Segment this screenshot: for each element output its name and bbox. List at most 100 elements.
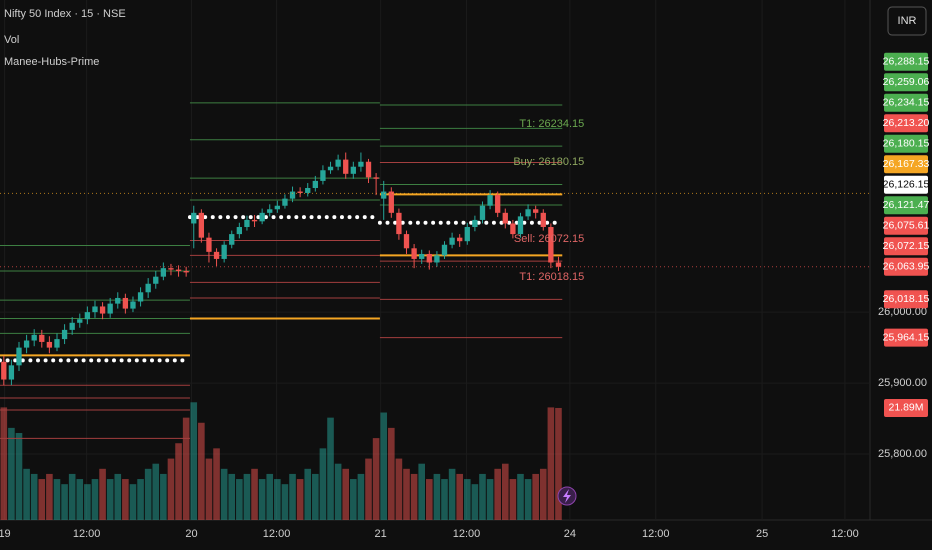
price-tag-label: 26,121.47 [883,199,930,211]
candle-body [403,234,410,249]
candle-body [540,212,546,228]
volume-bar [258,479,266,520]
price-tag-label: 26,234.15 [883,97,930,109]
volume-bar [213,448,220,520]
candle-body [411,248,417,259]
volume-bar [524,479,532,520]
candle-body [153,276,159,284]
x-tick-label: 12:00 [453,528,481,540]
price-tag-label: 26,072.15 [883,240,930,252]
candle-body [419,253,425,259]
candle-body [327,166,334,171]
currency-label[interactable]: INR [898,15,917,27]
price-tag [884,175,928,194]
candle-body [244,219,250,228]
volume-bar [403,468,410,520]
candle-body [92,306,98,313]
volume-bar [53,479,61,520]
volume-bar [144,468,152,520]
y-tick-label: 25,800.00 [878,448,927,460]
volume-bar [304,468,312,520]
candle-body [495,195,501,213]
volume-bar [205,458,213,520]
candle-body [533,209,539,213]
candle-body [381,191,387,199]
candle-body [54,339,60,348]
currency-button[interactable] [887,6,927,36]
price-tag [884,155,928,174]
candle-body [160,268,167,277]
x-tick-label: 20 [185,528,197,540]
volume-bar [84,484,91,520]
volume-bar [175,443,182,520]
volume-pane [0,402,562,520]
price-tag [884,73,928,92]
volume-bar [456,473,463,520]
volume-bar [182,417,190,520]
volume-bar [410,473,418,520]
volume-bar [372,438,380,520]
candle-body [168,268,174,270]
volume-bar [479,473,486,520]
price-tag [884,216,928,235]
volume-bar [388,427,395,520]
candle-body [464,227,470,242]
price-tag [884,398,928,417]
price-tag-label: 26,288.15 [883,56,930,68]
candle-body [487,195,493,206]
candle-body [388,191,394,213]
volume-bar [190,402,198,520]
candle-body [259,212,265,222]
price-tag [884,196,928,215]
grid [0,0,870,520]
candle-body [84,312,91,320]
volume-bar [289,473,296,520]
candle-body [510,223,516,235]
price-tag-label: 25,964.15 [883,331,930,343]
candle-body [31,334,37,341]
volume-bar [8,427,15,520]
candle-body [517,216,524,235]
price-tag-label: 26,213.20 [883,117,930,129]
price-tag-label: 26,259.06 [883,76,930,88]
candle-body [358,161,364,167]
candle-body [457,237,463,242]
candle-body [502,212,508,224]
volume-bar [463,479,471,520]
volume-bar [448,468,456,520]
volume-bar [539,468,547,520]
volume-bar [281,484,289,520]
candle-body [555,262,562,267]
annotation: Buy: 26180.15 [513,156,584,168]
bolt-icon-glyph [563,489,571,503]
volume-bar [509,479,517,520]
volume-bar [99,468,106,520]
price-tag-label: 26,167.33 [883,158,930,170]
volume-bar [319,448,327,520]
x-tick-label: 21 [375,528,387,540]
candle-body [39,334,45,342]
volume-bar [380,412,388,520]
candle-body [46,341,53,348]
volume-bar [137,479,144,520]
price-tag-label: 26,018.15 [883,293,930,305]
levels [0,102,565,439]
volume-bar [236,479,243,520]
volume-bar [494,468,501,520]
candle-body [449,237,455,245]
candle-body [77,319,83,323]
candle-body [426,253,432,263]
candle-body [472,219,478,228]
volume-bar [471,484,479,520]
x-tick-label: 25 [756,528,768,540]
overlay: T1: 26234.15 Buy: 26180.15 Sell: 26072.15 T… [0,118,870,283]
price-tag [884,290,928,309]
volume-bar [441,479,448,520]
volume-bar [76,479,84,520]
volume-bar [266,473,274,520]
indicator-label: Vol [4,34,19,46]
candles [1,152,562,386]
candle-body [312,180,318,188]
